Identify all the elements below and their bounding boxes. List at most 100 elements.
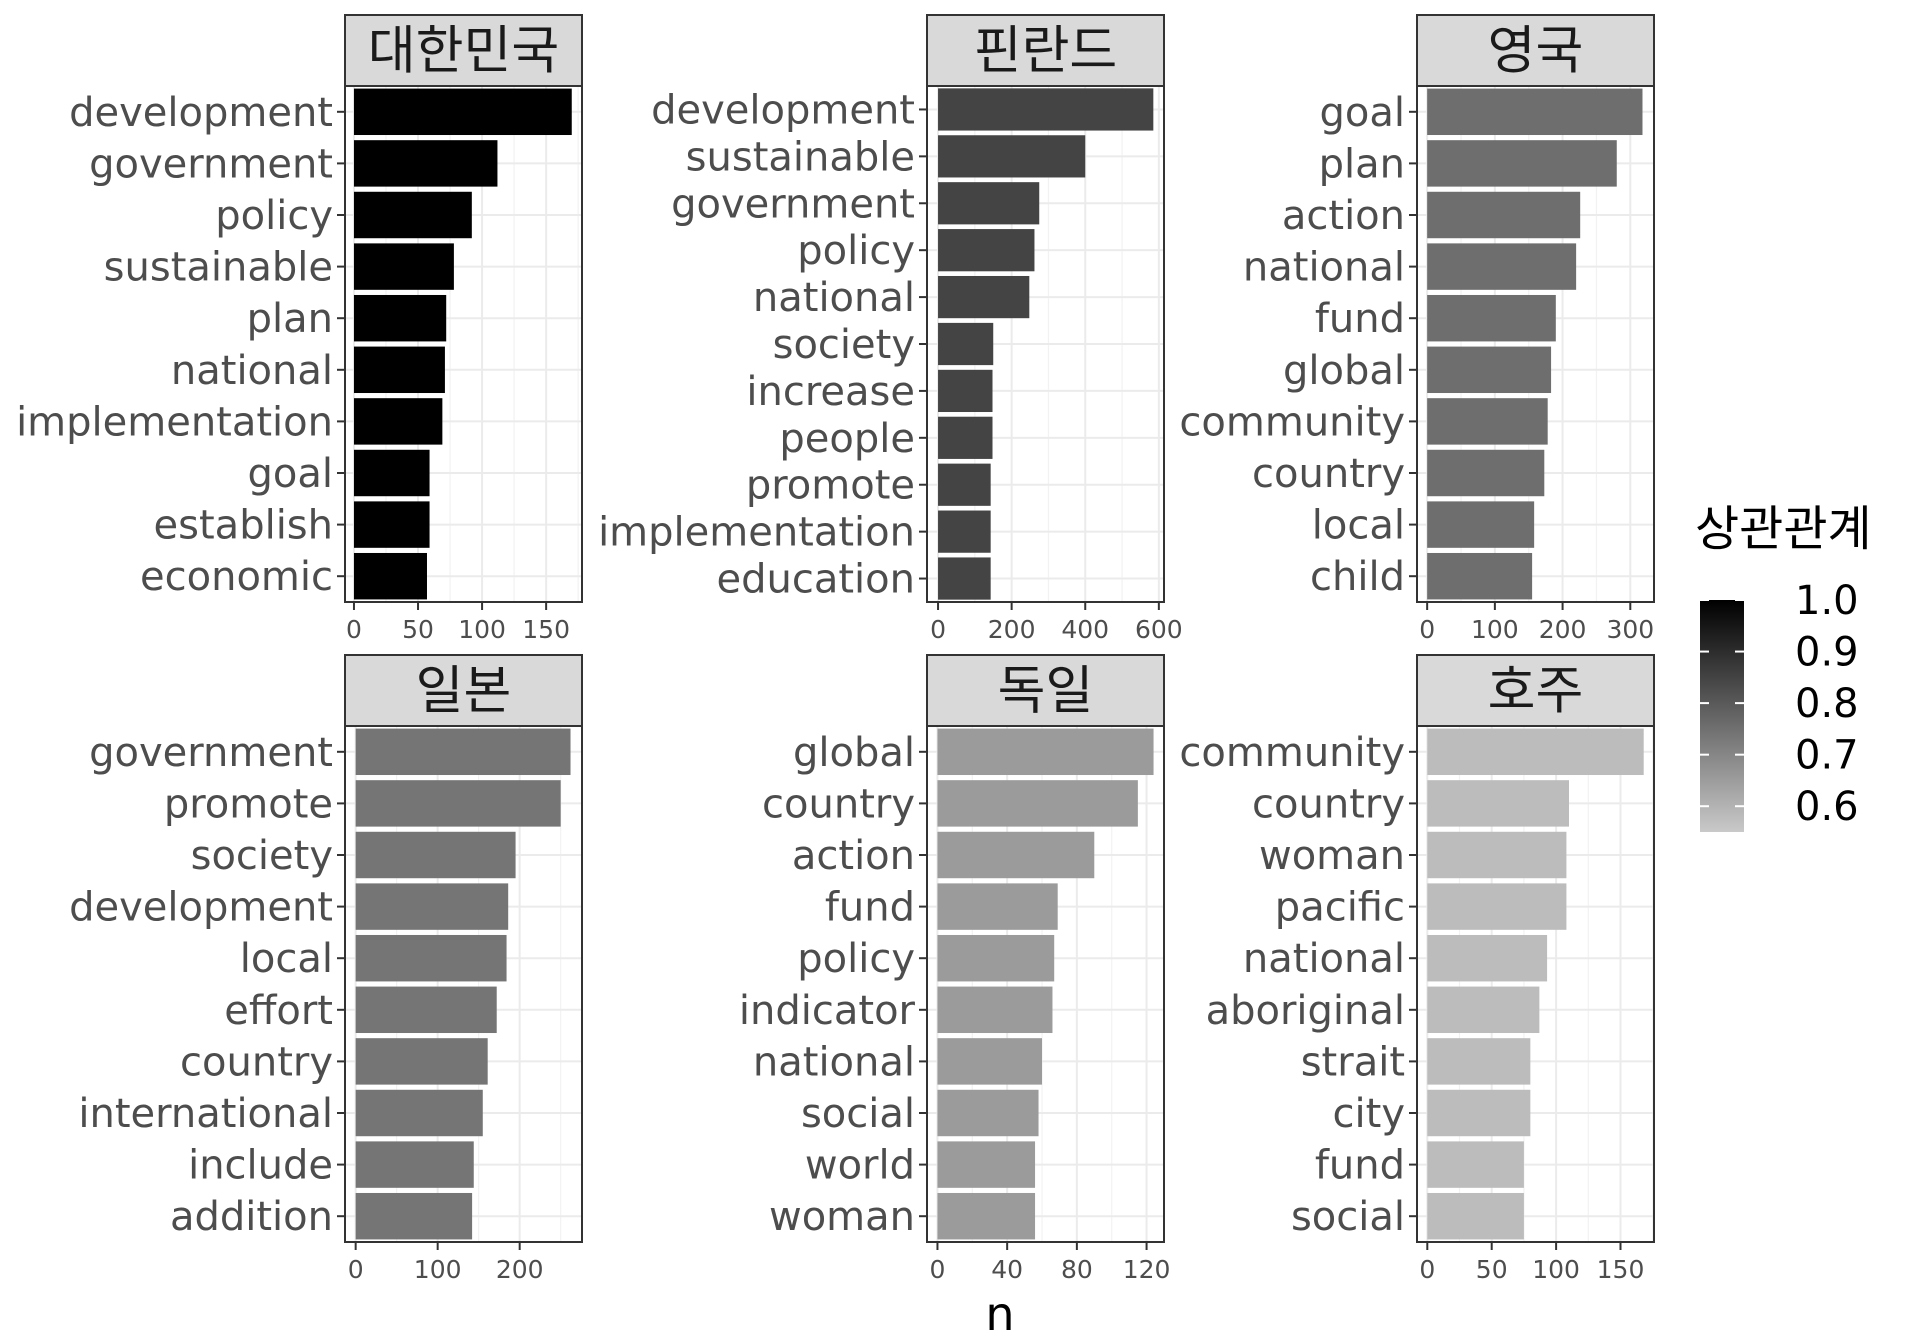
y-tick-label: international: [78, 1091, 333, 1137]
bar-local: [1427, 501, 1535, 548]
facet-3: 일본 government promote society development loc…: [69, 654, 583, 1284]
y-tick-label: country: [1252, 781, 1405, 827]
bar-woman: [937, 1192, 1036, 1240]
legend-label: 0.8: [1795, 681, 1859, 727]
legend-title: 상관관계: [1695, 501, 1872, 557]
bar-country: [355, 1038, 488, 1085]
y-tick-label: implementation: [598, 510, 915, 556]
bar-fund: [1427, 1141, 1524, 1188]
x-tick-label: 600: [1135, 615, 1183, 644]
y-tick-label: sustainable: [104, 245, 333, 291]
bar-child: [1427, 552, 1533, 600]
y-tick-label: country: [180, 1039, 333, 1085]
bar-promote: [355, 780, 561, 827]
y-tick-label: world: [805, 1143, 915, 1189]
y-tick-label: action: [792, 833, 915, 879]
y-tick-label: society: [773, 322, 915, 368]
bar-global: [1427, 346, 1552, 394]
y-tick-label: pacific: [1275, 885, 1405, 931]
bar-plan: [353, 294, 447, 342]
facet-title: 영국: [1488, 22, 1584, 82]
x-tick-label: 80: [1061, 1255, 1093, 1284]
y-tick-label: national: [1243, 936, 1405, 982]
bar-effort: [355, 986, 497, 1034]
x-tick-label: 0: [1419, 615, 1435, 644]
y-tick-label: addition: [170, 1194, 333, 1240]
x-tick-label: 400: [1061, 615, 1109, 644]
facet-title: 일본: [416, 662, 512, 722]
bar-implementation: [353, 398, 443, 445]
y-tick-label: goal: [1320, 90, 1406, 136]
facet-strip: [1416, 14, 1655, 87]
y-tick-label: country: [762, 781, 915, 827]
y-tick-label: woman: [1259, 833, 1405, 879]
facet-0: 대한민국 development government policy sustainab…: [16, 14, 583, 644]
y-tick-label: people: [779, 416, 915, 462]
bars: [355, 728, 571, 1240]
y-tick-label: fund: [825, 885, 915, 931]
y-tick-label: national: [753, 1039, 915, 1085]
y-tick-label: promote: [164, 781, 333, 827]
legend-ticks: 1.0 0.9 0.8 0.7 0.6: [1700, 578, 1859, 830]
x-tick-label: 300: [1606, 615, 1654, 644]
bar-government: [353, 140, 498, 187]
y-tick-label: effort: [224, 988, 333, 1034]
bar-indicator: [937, 986, 1053, 1034]
y-tick-label: community: [1179, 399, 1405, 445]
facet-title: 호주: [1488, 662, 1584, 722]
bar-government: [355, 728, 571, 776]
bar-include: [355, 1141, 474, 1188]
legend-label: 0.9: [1795, 630, 1859, 676]
facet-2: 영국 goal plan action national fund global commun…: [1179, 14, 1655, 644]
y-tick-label: government: [671, 181, 915, 227]
x-tick-label: 100: [458, 615, 506, 644]
x-tick-label: 150: [1597, 1255, 1645, 1284]
y-tick-label: plan: [1319, 141, 1405, 187]
facet-title: 독일: [998, 662, 1094, 722]
bar-increase: [938, 369, 993, 413]
bar-national: [1427, 934, 1548, 982]
facet-panels: 대한민국developmentgovernmentpolicysustainab…: [16, 14, 1655, 1284]
legend-label: 0.6: [1795, 784, 1859, 830]
bar-goal: [1427, 88, 1643, 136]
y-tick-label: plan: [247, 296, 333, 342]
y-tick-label: government: [89, 141, 333, 187]
y-tick-label: strait: [1301, 1039, 1405, 1085]
bar-people: [938, 416, 993, 459]
y-tick-label: government: [89, 730, 333, 776]
y-tick-label: global: [1283, 348, 1405, 394]
x-tick-label: 0: [930, 1255, 946, 1284]
y-tick-label: city: [1333, 1091, 1405, 1137]
bar-government: [938, 182, 1040, 225]
y-tick-label: national: [1243, 245, 1405, 291]
bar-policy: [937, 934, 1055, 982]
y-tick-label: include: [188, 1143, 333, 1189]
x-tick-label: 200: [988, 615, 1036, 644]
x-axis-title: n: [985, 1287, 1014, 1341]
y-tick-label: national: [753, 275, 915, 321]
bar-society: [938, 322, 994, 366]
x-tick-label: 100: [414, 1255, 462, 1284]
y-tick-label: fund: [1315, 1143, 1405, 1189]
y-tick-label: global: [793, 730, 915, 776]
y-tick-label: indicator: [739, 988, 916, 1034]
bar-country: [1427, 449, 1545, 497]
y-tick-label: promote: [746, 463, 915, 509]
y-axis-labels: government promote society development local…: [69, 730, 345, 1240]
bars: [1427, 88, 1643, 600]
y-tick-label: aboriginal: [1206, 988, 1405, 1034]
y-tick-label: sustainable: [686, 134, 915, 180]
x-tick-label: 50: [1476, 1255, 1508, 1284]
y-tick-label: community: [1179, 730, 1405, 776]
bar-global: [937, 728, 1154, 776]
bar-promote: [938, 463, 991, 506]
facet-1: 핀란드 developmentsustainablegovernmentpolic…: [598, 14, 1183, 644]
y-axis-labels: developmentsustainablegovernmentpolicyna…: [598, 87, 927, 603]
y-tick-label: education: [717, 557, 915, 603]
bar-world: [937, 1141, 1036, 1188]
y-tick-label: development: [69, 885, 333, 931]
bar-pacific: [1427, 883, 1567, 930]
x-tick-label: 150: [522, 615, 570, 644]
bar-plan: [1427, 140, 1617, 187]
